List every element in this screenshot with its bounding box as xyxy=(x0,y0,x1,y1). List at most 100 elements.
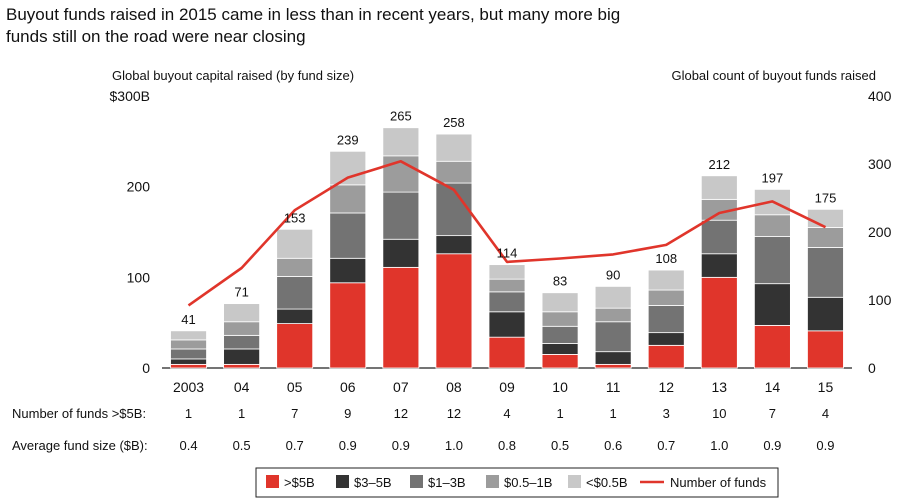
labels: 41 2003 71 04 153 05 239 06 265 07 258 08 114 09 83 10 9… xyxy=(173,109,836,395)
x-tick-label: 05 xyxy=(287,379,303,395)
table-cell: 0.9 xyxy=(763,438,781,453)
bar-segment xyxy=(700,253,738,278)
bar-segment xyxy=(594,321,632,353)
table-cell: 0.7 xyxy=(657,438,675,453)
x-tick-label: 08 xyxy=(446,379,462,395)
legend-swatch xyxy=(266,475,279,488)
table-row-label: Average fund size ($B): xyxy=(12,438,148,453)
bar-segment xyxy=(276,257,314,277)
table-cell: 0.5 xyxy=(551,438,569,453)
x-tick-label: 06 xyxy=(340,379,356,395)
x-tick-label: 09 xyxy=(499,379,515,395)
table-cell: 12 xyxy=(394,406,408,421)
bar-segment xyxy=(753,214,791,237)
legend-label: Number of funds xyxy=(670,475,767,490)
line-series xyxy=(187,160,827,307)
table-cell: 4 xyxy=(503,406,510,421)
legend-label: >$5B xyxy=(284,475,315,490)
bar-total-label: 175 xyxy=(815,190,837,205)
legend-label: $3–5B xyxy=(354,475,392,490)
bar-segment xyxy=(435,235,473,255)
left-axis-label: Global buyout capital raised (by fund si… xyxy=(112,68,354,83)
bar-segment xyxy=(807,296,844,332)
bar-segment xyxy=(488,336,526,369)
bar-segment xyxy=(276,228,314,259)
legend-swatch xyxy=(336,475,349,488)
bar-segment xyxy=(647,344,685,369)
legend-label: <$0.5B xyxy=(586,475,628,490)
table-cell: 1 xyxy=(185,406,192,421)
x-tick-label: 13 xyxy=(712,379,728,395)
table-cell: 0.5 xyxy=(233,438,251,453)
bar-total-label: 239 xyxy=(337,132,359,147)
bar-segment xyxy=(647,332,685,346)
table-cell: 4 xyxy=(822,406,829,421)
bar-total-label: 108 xyxy=(655,251,677,266)
bar-segment xyxy=(223,348,261,365)
bar-segment xyxy=(541,343,579,355)
x-tick-label: 15 xyxy=(818,379,834,395)
bar-segment xyxy=(170,339,207,350)
x-tick-label: 04 xyxy=(234,379,250,395)
bar-segment xyxy=(276,276,314,310)
right-tick-label: 0 xyxy=(868,360,876,376)
bar-segment xyxy=(541,292,579,313)
bar-segment xyxy=(329,184,367,214)
bar-total-label: 258 xyxy=(443,115,465,130)
left-tick-label: 0 xyxy=(142,360,150,376)
bar-segment xyxy=(276,308,314,324)
bar-segment xyxy=(382,127,420,157)
table-cell: 10 xyxy=(712,406,726,421)
table-cell: 0.9 xyxy=(392,438,410,453)
bar-segment xyxy=(807,227,844,248)
legend-swatch xyxy=(410,475,423,488)
table-cell: 3 xyxy=(663,406,670,421)
bar-segment xyxy=(435,133,473,162)
x-tick-label: 14 xyxy=(765,379,781,395)
bar-segment xyxy=(807,247,844,298)
table-cell: 1.0 xyxy=(710,438,728,453)
bar-segment xyxy=(382,238,420,268)
table-cell: 1 xyxy=(238,406,245,421)
bar-total-label: 153 xyxy=(284,210,306,225)
bar-total-label: 90 xyxy=(606,267,620,282)
bar-segment xyxy=(488,278,526,293)
bar-segment xyxy=(488,264,526,280)
bar-segment xyxy=(329,282,367,369)
legend-label: $1–3B xyxy=(428,475,466,490)
right-tick-label: 100 xyxy=(868,292,892,308)
table-cell: 0.4 xyxy=(179,438,197,453)
bar-total-label: 41 xyxy=(181,312,195,327)
bar-segment xyxy=(329,212,367,259)
bar-segment xyxy=(276,323,314,369)
bar-total-label: 114 xyxy=(497,246,518,261)
table-cell: 7 xyxy=(291,406,298,421)
table-cell: 7 xyxy=(769,406,776,421)
bar-segment xyxy=(541,353,579,369)
chart-title: Buyout funds raised in 2015 came in less… xyxy=(6,5,621,46)
bar-segment xyxy=(647,289,685,306)
right-tick-label: 200 xyxy=(868,224,892,240)
bar-segment xyxy=(807,208,844,228)
x-tick-label: 10 xyxy=(552,379,568,395)
bar-total-label: 265 xyxy=(390,109,412,124)
bar-segment xyxy=(541,325,579,344)
bar-total-label: 83 xyxy=(553,274,567,289)
axes: Global buyout capital raised (by fund si… xyxy=(110,68,892,376)
bar-segment xyxy=(700,276,738,369)
table-cell: 9 xyxy=(344,406,351,421)
bar-segment xyxy=(647,305,685,334)
bar-segment xyxy=(223,363,261,369)
number-of-funds-line xyxy=(187,160,827,307)
right-tick-label: 400 xyxy=(868,88,892,104)
bar-segment xyxy=(700,219,738,255)
data-table: Number of funds >$5B: 1 1 7 9 12 12 4 1 1 3 10 7 4Ave… xyxy=(12,406,835,453)
bar-segment xyxy=(170,330,207,341)
legend-label: $0.5–1B xyxy=(504,475,552,490)
bar-segment xyxy=(382,191,420,240)
bar-segment xyxy=(541,311,579,327)
table-cell: 1 xyxy=(610,406,617,421)
legend-swatch xyxy=(486,475,499,488)
x-tick-label: 12 xyxy=(658,379,674,395)
